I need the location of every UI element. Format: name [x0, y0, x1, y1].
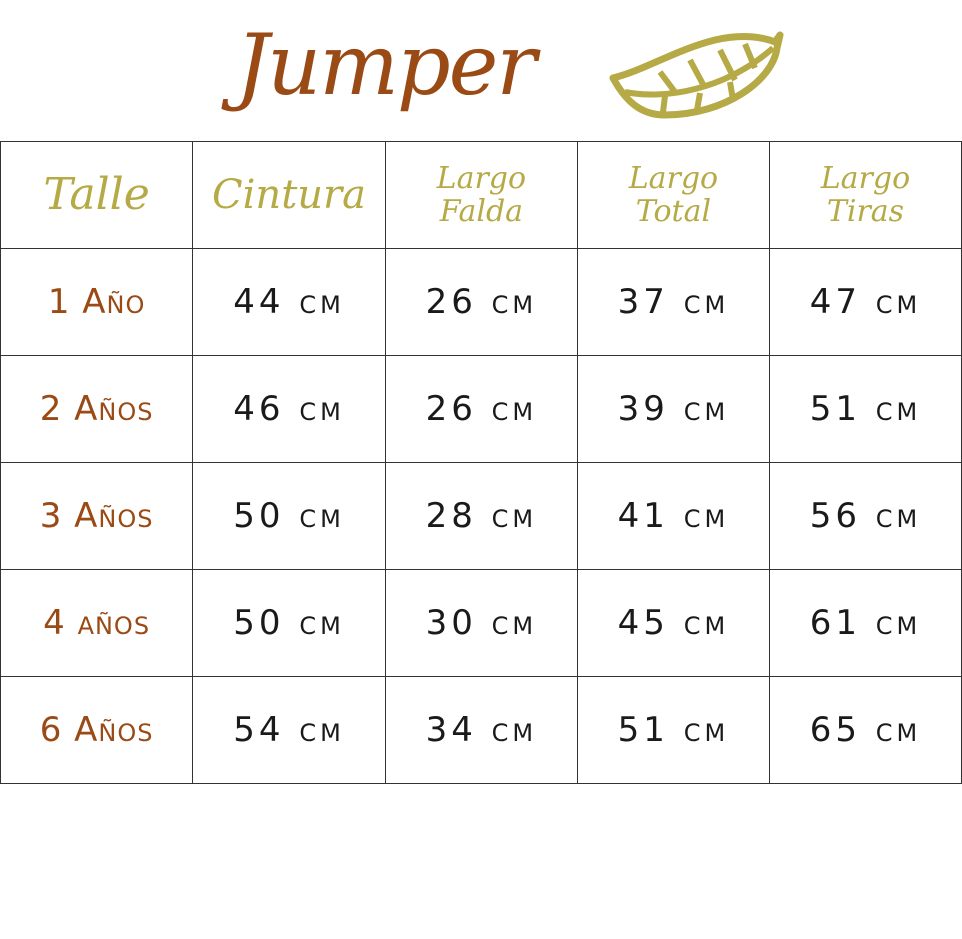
header-cintura: Cintura [192, 141, 386, 249]
header-text: Tiras [826, 194, 905, 229]
size-chart-table: Talle Cintura Largo Falda Largo Total Larg… [0, 141, 962, 784]
table-row: 6 Años 54 cm 34 cm 51 cm 65 cm [0, 676, 962, 784]
measurement-cell: 61 cm [768, 569, 962, 677]
measurement-cell: 45 cm [576, 569, 770, 677]
measurement-cell: 51 cm [576, 676, 770, 784]
measurement-cell: 51 cm [768, 355, 962, 463]
table-row: 1 Año 44 cm 26 cm 37 cm 47 cm [0, 248, 962, 356]
size-label: 6 Años [0, 676, 194, 784]
header-text: Cintura [212, 172, 366, 218]
header-row: Talle Cintura Largo Falda Largo Total Larg… [0, 141, 962, 249]
measurement-cell: 44 cm [192, 248, 386, 356]
measurement-cell: 50 cm [192, 569, 386, 677]
size-label: 3 Años [0, 462, 194, 570]
measurement-cell: 41 cm [576, 462, 770, 570]
measurement-cell: 56 cm [768, 462, 962, 570]
header-largo-total: Largo Total [576, 141, 770, 249]
measurement-cell: 26 cm [384, 248, 578, 356]
header-text: Falda [439, 194, 524, 229]
measurement-cell: 65 cm [768, 676, 962, 784]
measurement-cell: 34 cm [384, 676, 578, 784]
leaf-icon [609, 31, 784, 119]
measurement-cell: 39 cm [576, 355, 770, 463]
size-label: 2 Años [0, 355, 194, 463]
header-talle: Talle [0, 141, 194, 249]
measurement-cell: 30 cm [384, 569, 578, 677]
header-text: Largo [820, 161, 911, 196]
header-text: Talle [43, 168, 150, 220]
measurement-cell: 47 cm [768, 248, 962, 356]
table-row: 3 Años 50 cm 28 cm 41 cm 56 cm [0, 462, 962, 570]
header-largo-tiras: Largo Tiras [768, 141, 962, 249]
measurement-cell: 54 cm [192, 676, 386, 784]
size-label: 1 Año [0, 248, 194, 356]
measurement-cell: 26 cm [384, 355, 578, 463]
table-row: 4 años 50 cm 30 cm 45 cm 61 cm [0, 569, 962, 677]
header-text: Largo [436, 161, 527, 196]
header-text: Largo [628, 161, 719, 196]
page-title: Jumper [235, 16, 536, 114]
measurement-cell: 46 cm [192, 355, 386, 463]
measurement-cell: 37 cm [576, 248, 770, 356]
measurement-cell: 50 cm [192, 462, 386, 570]
measurement-cell: 28 cm [384, 462, 578, 570]
size-label: 4 años [0, 569, 194, 677]
header-text: Total [635, 194, 712, 229]
header-largo-falda: Largo Falda [384, 141, 578, 249]
table-row: 2 Años 46 cm 26 cm 39 cm 51 cm [0, 355, 962, 463]
